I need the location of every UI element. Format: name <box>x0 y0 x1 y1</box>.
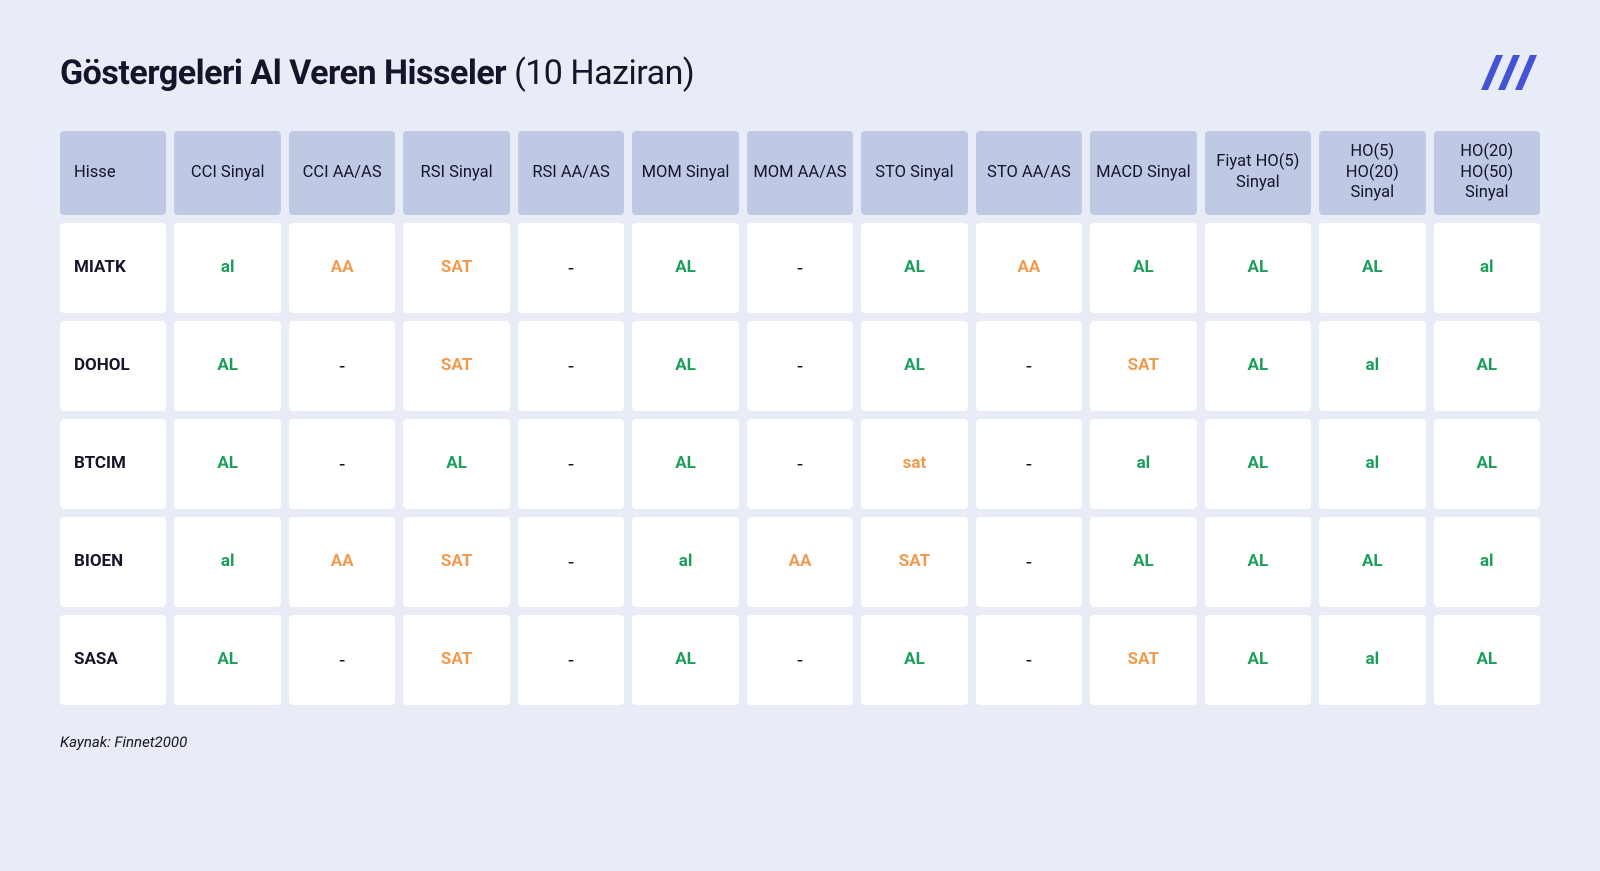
table-header-row: HisseCCI SinyalCCI AA/ASRSI SinyalRSI AA… <box>60 131 1540 215</box>
column-header: MOM AA/AS <box>747 131 853 215</box>
table-row: BTCIMAL-AL-AL-sat-alALalAL <box>60 419 1540 509</box>
signal-cell: AA <box>747 517 853 607</box>
signal-cell: AA <box>289 223 395 313</box>
signal-cell: AL <box>1434 419 1540 509</box>
column-header: MOM Sinyal <box>632 131 738 215</box>
signal-cell: AL <box>174 419 280 509</box>
signal-cell: - <box>289 321 395 411</box>
signal-cell: AA <box>976 223 1082 313</box>
signal-cell: AL <box>403 419 509 509</box>
signal-cell: AL <box>632 615 738 705</box>
table-row: BIOENalAASAT-alAASAT-ALALALal <box>60 517 1540 607</box>
signal-cell: AA <box>289 517 395 607</box>
signal-cell: - <box>518 615 624 705</box>
signal-cell: sat <box>861 419 967 509</box>
signal-cell: SAT <box>861 517 967 607</box>
ticker-cell: SASA <box>60 615 166 705</box>
table-row: MIATKalAASAT-AL-ALAAALALALal <box>60 223 1540 313</box>
signal-cell: - <box>518 223 624 313</box>
column-header: MACD Sinyal <box>1090 131 1196 215</box>
column-header: HO(5) HO(20) Sinyal <box>1319 131 1425 215</box>
column-header: STO Sinyal <box>861 131 967 215</box>
table-row: SASAAL-SAT-AL-AL-SATALalAL <box>60 615 1540 705</box>
signal-cell: AL <box>1090 223 1196 313</box>
signal-cell: - <box>518 321 624 411</box>
signal-cell: AL <box>861 321 967 411</box>
title-bold: Göstergeleri Al Veren Hisseler <box>60 53 506 93</box>
signal-cell: AL <box>1319 517 1425 607</box>
source-attribution: Kaynak: Finnet2000 <box>60 733 1540 751</box>
signal-cell: - <box>747 321 853 411</box>
signal-cell: SAT <box>403 321 509 411</box>
signal-cell: - <box>518 517 624 607</box>
signal-cell: AL <box>632 419 738 509</box>
signal-cell: SAT <box>403 517 509 607</box>
signal-cell: - <box>747 615 853 705</box>
page-header: Göstergeleri Al Veren Hisseler (10 Hazir… <box>60 50 1540 96</box>
signal-cell: AL <box>1090 517 1196 607</box>
signal-cell: al <box>174 223 280 313</box>
signal-cell: al <box>1319 321 1425 411</box>
signal-cell: AL <box>1434 615 1540 705</box>
column-header: RSI AA/AS <box>518 131 624 215</box>
signal-cell: SAT <box>1090 615 1196 705</box>
signal-cell: - <box>289 419 395 509</box>
column-header: RSI Sinyal <box>403 131 509 215</box>
signal-cell: AL <box>861 615 967 705</box>
signal-cell: - <box>747 223 853 313</box>
signal-cell: al <box>632 517 738 607</box>
signal-cell: SAT <box>1090 321 1196 411</box>
signal-cell: - <box>289 615 395 705</box>
column-header: CCI Sinyal <box>174 131 280 215</box>
signal-cell: al <box>174 517 280 607</box>
signal-cell: AL <box>1205 615 1311 705</box>
signal-cell: AL <box>174 615 280 705</box>
signal-cell: - <box>976 615 1082 705</box>
ticker-cell: BIOEN <box>60 517 166 607</box>
signal-cell: al <box>1319 615 1425 705</box>
signal-cell: AL <box>632 321 738 411</box>
signal-cell: al <box>1090 419 1196 509</box>
signal-cell: - <box>976 321 1082 411</box>
signal-cell: al <box>1434 223 1540 313</box>
signal-cell: al <box>1434 517 1540 607</box>
ticker-cell: DOHOL <box>60 321 166 411</box>
column-header: Fiyat HO(5) Sinyal <box>1205 131 1311 215</box>
signal-cell: AL <box>1434 321 1540 411</box>
column-header: STO AA/AS <box>976 131 1082 215</box>
ticker-cell: BTCIM <box>60 419 166 509</box>
signal-cell: SAT <box>403 615 509 705</box>
table-row: DOHOLAL-SAT-AL-AL-SATALalAL <box>60 321 1540 411</box>
signal-cell: - <box>976 419 1082 509</box>
signal-cell: AL <box>1205 419 1311 509</box>
signal-cell: AL <box>1319 223 1425 313</box>
signal-cell: SAT <box>403 223 509 313</box>
signal-cell: AL <box>1205 517 1311 607</box>
signals-table: HisseCCI SinyalCCI AA/ASRSI SinyalRSI AA… <box>60 131 1540 705</box>
signal-cell: AL <box>1205 321 1311 411</box>
ticker-cell: MIATK <box>60 223 166 313</box>
page-title: Göstergeleri Al Veren Hisseler (10 Hazir… <box>60 53 694 93</box>
column-header: CCI AA/AS <box>289 131 395 215</box>
signal-cell: - <box>518 419 624 509</box>
signal-cell: AL <box>174 321 280 411</box>
title-light: (10 Haziran) <box>514 53 694 93</box>
signal-cell: - <box>747 419 853 509</box>
signal-cell: AL <box>632 223 738 313</box>
brand-logo-icon <box>1476 50 1540 96</box>
signal-cell: AL <box>1205 223 1311 313</box>
column-header: HO(20) HO(50) Sinyal <box>1434 131 1540 215</box>
signal-cell: - <box>976 517 1082 607</box>
signal-cell: al <box>1319 419 1425 509</box>
column-header: Hisse <box>60 131 166 215</box>
signal-cell: AL <box>861 223 967 313</box>
